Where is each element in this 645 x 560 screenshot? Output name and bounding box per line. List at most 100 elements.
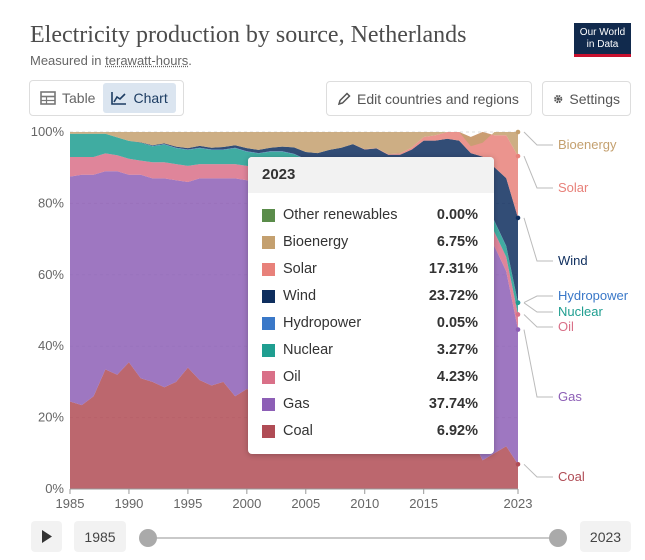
x-tick-label: 1995 <box>173 496 202 511</box>
tooltip-year: 2023 <box>248 157 494 193</box>
tooltip-row: Gas 37.74% <box>262 395 478 415</box>
label-connector-solar <box>523 155 553 189</box>
tooltip-swatch <box>262 371 275 384</box>
x-tick-label: 2015 <box>409 496 438 511</box>
end-marker-gas <box>515 327 521 332</box>
edit-countries-label: Edit countries and regions <box>357 90 519 107</box>
subtitle-suffix: . <box>188 53 192 68</box>
timeline-end-handle[interactable] <box>549 529 567 547</box>
tab-table[interactable]: Table <box>32 83 103 113</box>
tooltip-swatch <box>262 317 275 330</box>
tooltip-series-value: 3.27% <box>436 342 478 358</box>
tooltip: 2023 Other renewables 0.00% Bioenergy 6.75%… <box>248 157 494 454</box>
tooltip-series-name: Wind <box>283 288 317 304</box>
view-tabs: Table Chart <box>29 80 184 116</box>
tooltip-swatch <box>262 263 275 276</box>
end-marker-solar <box>515 153 521 159</box>
x-tick-label: 2010 <box>350 496 379 511</box>
logo-line2: in Data <box>586 39 619 50</box>
tooltip-row: Nuclear 3.27% <box>262 341 478 361</box>
tooltip-swatch <box>262 425 275 438</box>
settings-button[interactable]: Settings <box>542 81 631 116</box>
owid-logo[interactable]: Our World in Data <box>574 23 631 57</box>
label-connector-gas <box>523 329 553 398</box>
x-tick-label: 1985 <box>56 496 85 511</box>
tooltip-series-name: Bioenergy <box>283 234 349 250</box>
tooltip-series-name: Hydropower <box>283 315 362 331</box>
tooltip-swatch <box>262 209 275 222</box>
chart-icon <box>111 92 127 105</box>
y-tick-label: 40% <box>38 338 64 353</box>
series-label-nuclear: Nuclear <box>558 304 603 319</box>
end-marker-coal <box>515 461 521 467</box>
tooltip-row: Hydropower 0.05% <box>262 314 478 334</box>
series-label-solar: Solar <box>558 180 589 195</box>
chart-title: Electricity production by source, Nether… <box>30 22 467 48</box>
play-button[interactable] <box>31 521 62 552</box>
tooltip-series-name: Nuclear <box>283 342 333 358</box>
label-connector-coal <box>523 463 553 478</box>
tooltip-series-name: Coal <box>283 423 313 439</box>
tooltip-series-value: 23.72% <box>428 288 478 304</box>
tooltip-series-value: 0.05% <box>436 315 478 331</box>
tooltip-row: Coal 6.92% <box>262 422 478 442</box>
tooltip-series-name: Solar <box>283 261 317 277</box>
pencil-icon <box>337 91 351 105</box>
series-label-coal: Coal <box>558 469 585 484</box>
timeline-start-year[interactable]: 1985 <box>74 521 126 552</box>
y-tick-label: 60% <box>38 267 64 282</box>
label-connector-hydropower <box>523 295 553 304</box>
tooltip-swatch <box>262 344 275 357</box>
end-marker-wind <box>515 215 521 221</box>
end-marker-bioenergy <box>515 129 521 135</box>
y-tick-label: 20% <box>38 410 64 425</box>
tooltip-series-name: Other renewables <box>283 207 398 223</box>
y-tick-label: 80% <box>38 195 64 210</box>
timeline-end-year[interactable]: 2023 <box>580 521 631 552</box>
x-tick-label: 1990 <box>114 496 143 511</box>
timeline-start-handle[interactable] <box>139 529 157 547</box>
x-tick-label: 2005 <box>291 496 320 511</box>
table-icon <box>40 91 56 105</box>
tooltip-row: Bioenergy 6.75% <box>262 233 478 253</box>
area-bioenergy <box>70 132 518 157</box>
timeline-track[interactable] <box>148 537 558 539</box>
tooltip-row: Oil 4.23% <box>262 368 478 388</box>
tooltip-series-value: 17.31% <box>428 261 478 277</box>
series-label-hydropower: Hydropower <box>558 288 629 303</box>
tab-table-label: Table <box>62 90 96 106</box>
tooltip-series-value: 6.92% <box>436 423 478 439</box>
series-label-gas: Gas <box>558 389 582 404</box>
series-label-bioenergy: Bioenergy <box>558 137 617 152</box>
tab-chart-label: Chart <box>133 90 168 106</box>
tooltip-row: Wind 23.72% <box>262 287 478 307</box>
tooltip-swatch <box>262 236 275 249</box>
tooltip-series-name: Gas <box>283 396 310 412</box>
logo-line1: Our World <box>579 27 626 38</box>
settings-label: Settings <box>569 90 620 107</box>
x-tick-label: 2000 <box>232 496 261 511</box>
end-marker-nuclear <box>515 300 521 306</box>
tooltip-series-name: Oil <box>283 369 301 385</box>
tooltip-swatch <box>262 290 275 303</box>
tab-chart[interactable]: Chart <box>103 83 176 113</box>
y-tick-label: 0% <box>45 481 64 496</box>
end-marker-oil <box>515 312 521 317</box>
label-connector-bioenergy <box>523 131 553 146</box>
y-tick-label: 100% <box>31 124 65 139</box>
label-connector-oil <box>523 314 553 328</box>
tooltip-series-value: 37.74% <box>428 396 478 412</box>
label-connector-nuclear <box>523 302 553 313</box>
tooltip-series-value: 0.00% <box>436 207 478 223</box>
series-label-oil: Oil <box>558 319 574 334</box>
subtitle-prefix: Measured in <box>30 53 106 68</box>
edit-countries-button[interactable]: Edit countries and regions <box>326 81 532 116</box>
chart-subtitle: Measured in terawatt-hours. <box>30 53 192 68</box>
tooltip-series-value: 4.23% <box>436 369 478 385</box>
series-label-wind: Wind <box>558 253 588 268</box>
label-connector-wind <box>523 217 553 262</box>
tooltip-row: Other renewables 0.00% <box>262 206 478 226</box>
unit-link[interactable]: terawatt-hours <box>105 53 189 68</box>
tooltip-row: Solar 17.31% <box>262 260 478 280</box>
play-icon <box>41 530 52 543</box>
